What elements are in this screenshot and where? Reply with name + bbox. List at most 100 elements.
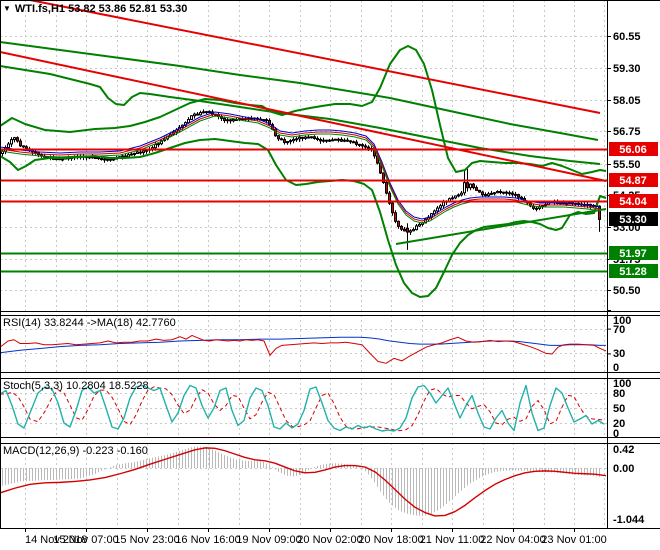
rsi-axis-label: 70	[613, 324, 625, 336]
candle-bear	[262, 119, 265, 122]
candle-bull	[412, 229, 415, 232]
price-axis-label: 60.55	[613, 31, 641, 43]
candle-bull	[226, 119, 229, 122]
price-axis-label: 50.50	[613, 285, 641, 297]
stochastic-panel[interactable]	[0, 378, 607, 437]
price-axis[interactable]: 60.5559.3058.0556.7555.5054.2553.0051.75…	[607, 31, 658, 526]
candle-bull	[502, 191, 505, 194]
rsi-panel[interactable]	[0, 315, 607, 372]
candle-bear	[508, 192, 511, 195]
candle-bear	[514, 193, 517, 196]
candle-bear	[394, 212, 397, 222]
candle-bull	[7, 143, 10, 149]
candle-bear	[223, 117, 226, 122]
macd-panel[interactable]	[0, 443, 607, 528]
candle-bull	[439, 205, 442, 209]
time-axis-label: 16 Nov 16:00	[175, 534, 240, 546]
candle-bull	[493, 192, 496, 195]
candle-bull	[415, 225, 418, 231]
candle-bear	[196, 113, 199, 116]
candle-bear	[382, 172, 385, 183]
candle-bear	[499, 191, 502, 194]
price-badge	[609, 142, 658, 156]
candle-bear	[505, 191, 508, 194]
candle-bear	[385, 181, 388, 194]
candle-bull	[454, 195, 457, 199]
candle-bear	[517, 194, 520, 198]
main-price-panel[interactable]	[0, 0, 607, 311]
candle-bull	[310, 136, 313, 139]
candle-bear	[598, 205, 601, 220]
candle-bear	[103, 158, 106, 161]
candle-bear	[484, 194, 487, 197]
price-badge	[609, 194, 658, 208]
candle-bear	[337, 138, 340, 141]
candle-bull	[424, 218, 427, 224]
candle-bull	[13, 137, 16, 141]
candle-bear	[361, 144, 364, 147]
time-axis-label: 20 Nov 02:00	[297, 534, 362, 546]
candle-bear	[346, 139, 349, 142]
candle-bear	[535, 207, 538, 210]
candle-bull	[109, 158, 112, 161]
candle-bull	[487, 193, 490, 197]
fast-ma-blue	[0, 111, 601, 220]
price-badge-label: 53.30	[619, 214, 647, 226]
candle-bull	[298, 136, 301, 140]
price-badge	[609, 264, 658, 278]
candle-bear	[124, 155, 127, 158]
macd-axis-label: -1.044	[613, 514, 645, 526]
candle-bear	[283, 139, 286, 143]
price-badge-label: 51.97	[619, 248, 647, 260]
candle-bear	[265, 119, 268, 122]
candle-bear	[472, 183, 475, 189]
panel-borders	[0, 0, 660, 529]
candle-bear	[16, 137, 19, 142]
candle-bear	[277, 135, 280, 140]
candle-bull	[133, 152, 136, 155]
stoch-k-line	[0, 384, 605, 432]
candle-bull	[232, 118, 235, 122]
green-slow-ma-1	[0, 41, 599, 141]
candle-bear	[520, 196, 523, 200]
candle-bull	[289, 140, 292, 143]
price-axis-label: 55.50	[613, 159, 641, 171]
candle-bear	[139, 151, 142, 154]
time-axis-label: 15 Nov 07:00	[53, 534, 118, 546]
stoch-axis-label: 100	[613, 378, 631, 390]
candle-bear	[307, 136, 310, 139]
candle-bull	[436, 207, 439, 212]
candle-bull	[328, 139, 331, 142]
candle-bull	[463, 182, 466, 194]
candle-bull	[460, 192, 463, 196]
candle-bear	[301, 136, 304, 139]
chart-title-text: WTI.fs,H1 53.82 53.86 52.81 53.30	[14, 3, 188, 15]
symbol-dropdown-icon[interactable]: ▼	[3, 4, 11, 13]
candle-bull	[331, 139, 334, 142]
candle-bull	[496, 191, 499, 194]
candle-bull	[295, 138, 298, 141]
time-axis-label: 20 Nov 18:00	[358, 534, 423, 546]
time-axis-label: 22 Nov 04:00	[480, 534, 545, 546]
candle-bull	[61, 158, 64, 161]
stoch-axis-label: 0	[613, 428, 619, 440]
rsi-axis-label: 30	[613, 348, 625, 360]
rsi-axis-label: 0	[613, 362, 619, 374]
candle-bear	[403, 228, 406, 232]
price-axis-label: 59.30	[613, 63, 641, 75]
candle-bull	[157, 143, 160, 146]
candle-bull	[10, 139, 13, 145]
candle-bull	[202, 111, 205, 114]
candle-bull	[409, 230, 412, 233]
candle-bear	[400, 225, 403, 230]
candle-bear	[355, 141, 358, 145]
fast-ma-red	[0, 113, 601, 222]
candle-bull	[457, 194, 460, 197]
red-downtrend-line-lower	[0, 51, 607, 182]
candle-bear	[280, 138, 283, 141]
green-slow-ma-2	[0, 65, 601, 165]
candle-bear	[367, 146, 370, 150]
price-badge-label: 54.87	[619, 175, 647, 187]
candle-bull	[94, 157, 97, 160]
